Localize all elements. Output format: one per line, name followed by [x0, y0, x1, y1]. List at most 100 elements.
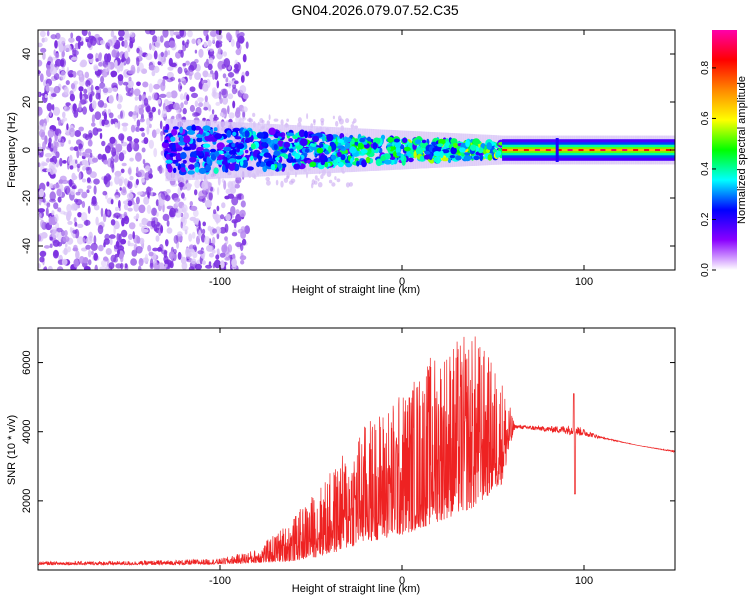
transition-speckle	[261, 119, 265, 124]
band-blob	[213, 127, 218, 132]
colorbar: 0.0 0.2 0.4 0.6 0.8 Normalized spectral ampl…	[700, 30, 748, 277]
y-tick-label: 6000	[21, 350, 33, 374]
transition-speckle	[320, 117, 325, 123]
noise-speckle	[189, 104, 195, 113]
noise-speckle	[79, 256, 85, 264]
noise-speckle	[194, 189, 198, 196]
band-blob	[170, 136, 176, 142]
noise-speckle	[204, 61, 209, 67]
noise-speckle	[213, 259, 221, 269]
noise-speckle	[138, 107, 144, 115]
noise-speckle	[185, 60, 191, 66]
noise-speckle	[57, 196, 62, 203]
noise-speckle	[65, 80, 70, 86]
noise-speckle	[160, 51, 164, 58]
noise-speckle	[240, 260, 245, 265]
band-blob	[344, 159, 349, 164]
noise-speckle	[90, 36, 97, 46]
noise-speckle	[123, 39, 128, 49]
noise-speckle	[203, 236, 210, 245]
transition-speckle	[252, 112, 256, 117]
noise-speckle	[192, 111, 199, 118]
band-blob	[206, 156, 210, 165]
noise-speckle	[107, 39, 113, 47]
noise-speckle	[88, 95, 92, 102]
band-blob	[263, 152, 271, 158]
noise-speckle	[216, 33, 223, 41]
noise-speckle	[73, 146, 79, 152]
band-haze	[189, 120, 194, 180]
band-blob	[294, 139, 298, 143]
noise-speckle	[211, 236, 216, 246]
noise-speckle	[110, 199, 114, 205]
transition-speckle	[280, 119, 284, 126]
noise-speckle	[231, 87, 237, 95]
band-blob	[256, 161, 261, 168]
noise-speckle	[209, 30, 217, 37]
noise-speckle	[99, 132, 103, 140]
noise-speckle	[204, 95, 208, 103]
noise-speckle	[225, 213, 231, 221]
noise-speckle	[192, 251, 198, 259]
noise-speckle	[227, 72, 235, 78]
noise-speckle	[239, 37, 244, 44]
band-blob	[455, 155, 462, 161]
noise-speckle	[71, 175, 78, 181]
noise-speckle	[83, 266, 91, 270]
band-blob	[164, 139, 169, 143]
noise-speckle	[227, 244, 233, 253]
band-blob	[235, 155, 243, 160]
noise-speckle	[114, 122, 118, 128]
noise-speckle	[53, 250, 59, 257]
noise-speckle	[123, 203, 129, 211]
noise-speckle	[148, 139, 154, 149]
noise-speckle	[75, 250, 80, 260]
noise-speckle	[70, 56, 78, 61]
noise-speckle	[197, 97, 204, 103]
noise-speckle	[202, 221, 206, 227]
noise-speckle	[46, 115, 50, 123]
transition-speckle	[306, 113, 309, 120]
noise-speckle	[69, 146, 75, 151]
noise-speckle	[137, 265, 142, 270]
band-haze	[381, 129, 386, 171]
noise-speckle	[79, 99, 87, 105]
noise-speckle	[142, 158, 146, 165]
noise-speckle	[118, 133, 125, 141]
noise-speckle	[63, 247, 68, 256]
y-tick-label: 20	[21, 96, 33, 108]
noise-speckle	[203, 106, 209, 111]
noise-speckle	[153, 223, 158, 232]
noise-speckle	[117, 249, 120, 256]
noise-speckle	[152, 247, 159, 252]
noise-speckle	[81, 191, 88, 199]
noise-speckle	[110, 70, 118, 78]
noise-speckle	[115, 222, 120, 229]
noise-speckle	[129, 40, 134, 49]
noise-speckle	[189, 201, 193, 207]
noise-speckle	[89, 171, 97, 179]
noise-speckle	[181, 225, 189, 232]
transition-speckle	[288, 180, 294, 185]
noise-speckle	[149, 43, 152, 51]
noise-speckle	[181, 204, 188, 213]
transition-speckle	[348, 182, 353, 187]
noise-speckle	[191, 92, 198, 99]
noise-speckle	[188, 233, 193, 242]
noise-speckle	[208, 49, 211, 56]
noise-speckle	[107, 174, 112, 181]
noise-speckle	[159, 120, 163, 130]
noise-speckle	[119, 62, 124, 72]
noise-speckle	[97, 224, 104, 235]
noise-speckle	[85, 244, 91, 250]
noise-speckle	[72, 103, 77, 112]
band-blob	[231, 143, 236, 148]
colorbar-tick-label: 0.4	[700, 162, 711, 176]
band-blob	[280, 153, 287, 157]
band-blob	[164, 129, 169, 133]
noise-speckle	[103, 175, 108, 185]
noise-speckle	[189, 86, 196, 92]
noise-speckle	[80, 212, 88, 222]
noise-speckle	[138, 204, 146, 214]
noise-speckle	[65, 44, 72, 52]
